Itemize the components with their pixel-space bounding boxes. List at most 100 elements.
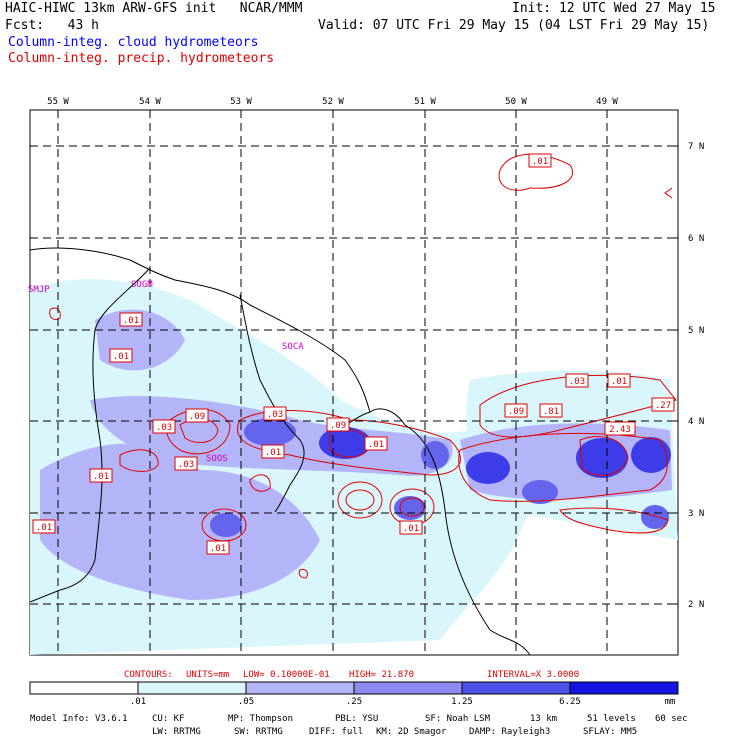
lon-label: 54 W [139,97,161,107]
forecast-hour: Fcst: 43 h [5,18,99,33]
model-info-item: Model Info: V3.6.1 [30,714,128,724]
contour-info-interval: INTERVAL=X 3.0000 [487,670,579,680]
graticule [30,110,678,655]
precip-contour [399,497,425,517]
contour-label-box: .03 [152,419,176,434]
colorbar-seg [353,681,463,695]
contour-label-box: .01 [32,519,56,534]
contour-label-box: 2.43 [604,421,636,436]
precip-contour [49,307,61,321]
lon-label: 55 W [47,97,69,107]
lon-label: 53 W [230,97,252,107]
ticks [57,110,678,605]
lat-label: 7 N [688,142,704,152]
svg-text:.09: .09 [508,407,524,417]
precip-contour [345,489,375,511]
model-info-item: DAMP: Rayleigh3 [469,727,550,737]
precip-contour [249,474,271,492]
contour-labels: .01 .01 .01 .09 .03 .03 .01 .09 .01 .03 … [32,153,675,555]
contour-label-box: .09 [185,408,209,423]
lon-label: 49 W [596,97,618,107]
station-label: SOCA [282,342,304,352]
contour-info: CONTOURS: UNITS=mm LOW= 0.10000E-01 HIGH… [124,670,579,680]
contour-label-box: .09 [326,417,350,432]
svg-text:.27: .27 [655,401,671,411]
cloud-core [244,418,296,446]
station-label: SMJP [28,285,50,295]
colorbar-ticks: .01 .05 .25 1.25 6.25 mm [130,697,676,707]
model-info-item: SFLAY: MM5 [583,727,637,737]
contour-label-box: .03 [174,456,198,471]
lat-label: 2 N [688,600,704,610]
model-info-item: CU: KF [152,714,185,724]
lat-label: 6 N [688,234,704,244]
precip-contour [559,507,669,534]
contour-label-box: .01 [528,153,552,168]
svg-text:.03: .03 [569,377,585,387]
cloud-core [421,441,449,469]
svg-text:.81: .81 [543,407,559,417]
svg-text:.03: .03 [178,460,194,470]
svg-text:.01: .01 [113,352,129,362]
svg-text:2.43: 2.43 [609,425,631,435]
svg-text:.01: .01 [611,377,627,387]
cloud-core [631,437,671,473]
lat-labels: 7 N 6 N 5 N 4 N 3 N 2 N [688,142,704,610]
cloud-core [576,438,628,478]
contour-label-box: .01 [364,436,388,451]
colorbar-tick: .01 [130,697,146,707]
contour-info-high: HIGH= 21.870 [349,670,414,680]
colorbar-seg [245,681,355,695]
cloud-core [466,452,510,484]
svg-text:.01: .01 [403,524,419,534]
model-info: Model Info: V3.6.1 CU: KF MP: Thompson P… [30,714,688,737]
lat-label: 4 N [688,417,704,427]
colorbar-tick: 6.25 [559,697,581,707]
field-cloud-label: Column-integ. cloud hydrometeors [8,35,259,50]
field-precip-label: Column-integ. precip. hydrometeors [8,51,275,66]
svg-text:.01: .01 [210,544,226,554]
model-info-item: PBL: YSU [335,714,378,724]
cloud-core [319,427,371,459]
model-info-item: SW: RRTMG [234,727,283,737]
svg-text:.01: .01 [123,316,139,326]
contour-label-box: .01 [89,468,113,483]
init-time: Init: 12 UTC Wed 27 May 15 [512,1,716,16]
model-info-item: KM: 2D Smagor [376,727,447,737]
lon-label: 51 W [414,97,436,107]
colorbar-seg [461,681,571,695]
coastline [30,247,531,655]
precip-contour [579,436,629,476]
contour-label-box: .01 [261,444,285,459]
svg-text:.01: .01 [532,157,548,167]
svg-text:.01: .01 [368,440,384,450]
lon-label: 52 W [322,97,344,107]
station-labels: SMJP SOGM SOCA SOOS [28,280,304,464]
model-info-item: LW: RRTMG [152,727,201,737]
svg-text:.09: .09 [189,412,205,422]
contour-label-box: .27 [651,397,675,412]
svg-text:.03: .03 [267,410,283,420]
precip-contour [458,432,668,502]
contour-label-box: .01 [399,520,423,535]
model-title: HAIC-HIWC 13km ARW-GFS init NCAR/MMM [5,1,303,16]
contour-label-box: .03 [565,373,589,388]
cloud-core [394,496,426,520]
precip-contour [298,569,308,579]
svg-text:.01: .01 [265,448,281,458]
model-info-item: 60 sec [655,714,688,724]
contour-label-box: .01 [206,540,230,555]
contour-label-box: .01 [119,312,143,327]
station-label: SOGM [131,280,153,290]
model-info-item: DIFF: full [309,727,363,737]
precip-contour [498,153,573,191]
colorbar-tick: 1.25 [451,697,473,707]
station-label: SOOS [206,454,228,464]
colorbar-tick: .25 [346,697,362,707]
cloud-core [522,480,558,504]
contour-label-box: .03 [263,406,287,421]
colorbar-seg [29,681,139,695]
precip-contour [664,187,673,199]
svg-text:.09: .09 [330,421,346,431]
